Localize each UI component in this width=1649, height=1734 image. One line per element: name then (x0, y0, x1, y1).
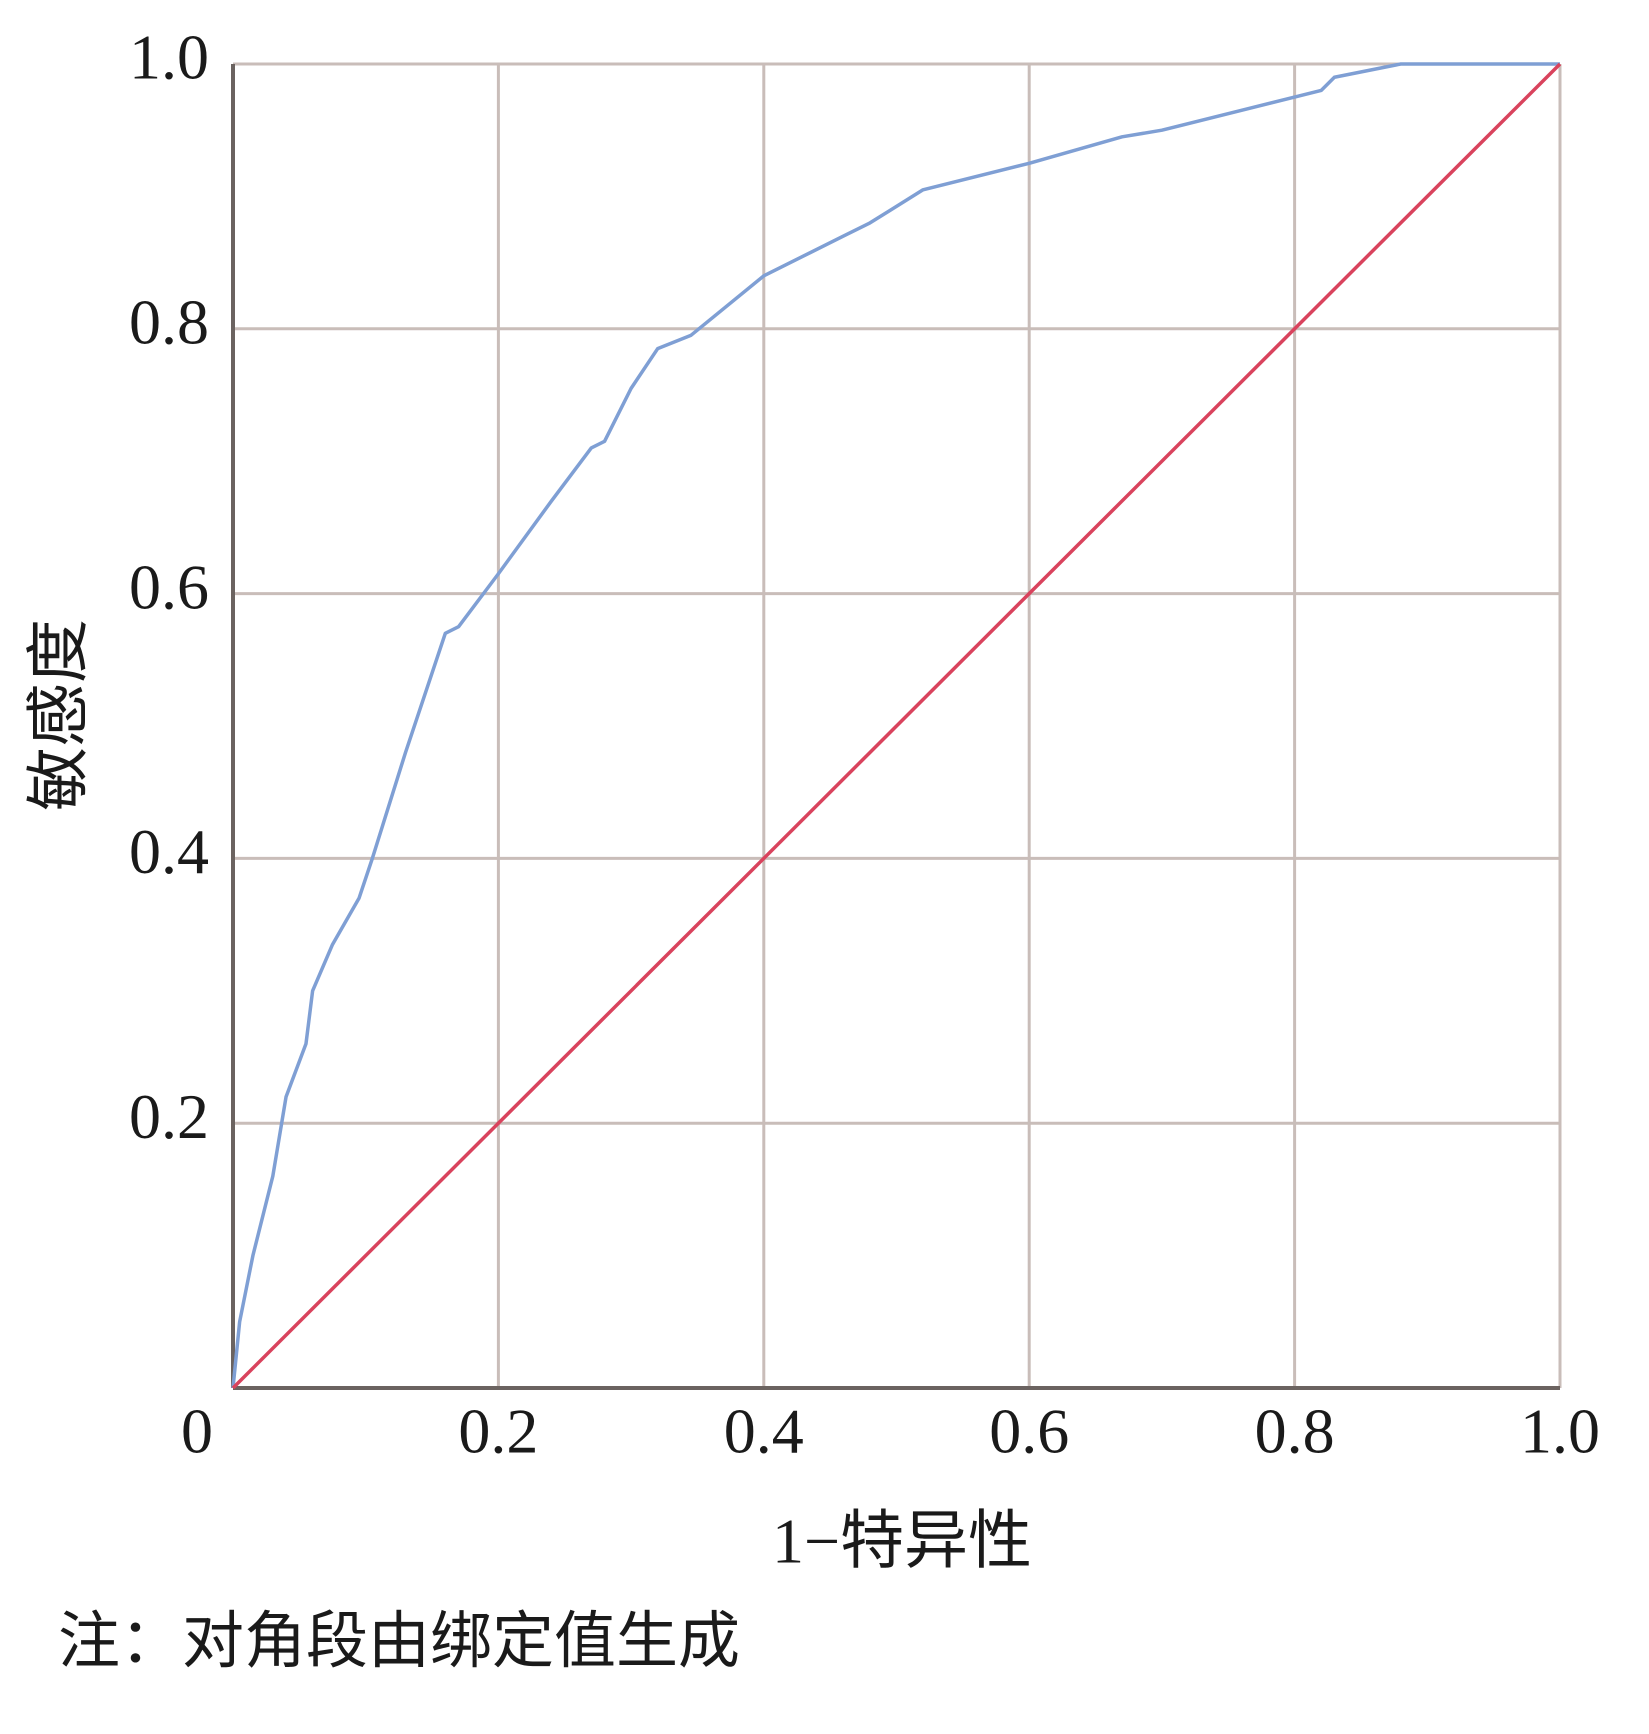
note: 注：对角段由绑定值生成 (58, 1608, 740, 1676)
y-axis-label: 敏感度 (24, 619, 95, 811)
series-line (231, 62, 1560, 1389)
x-axis-label: 1−特异性 (772, 1506, 1032, 1577)
y-tick-label: 0.4 (129, 816, 209, 887)
x-tick-label: 0.4 (724, 1396, 804, 1467)
x-tick-label: 0 (181, 1396, 213, 1467)
y-tick-label: 1.0 (129, 22, 209, 93)
y-tick-label: 0.2 (129, 1081, 209, 1152)
x-tick-label: 0.2 (458, 1396, 538, 1467)
x-tick-label: 0.6 (989, 1396, 1069, 1467)
series-line (231, 62, 1562, 1390)
y-tick-label: 0.8 (129, 286, 209, 357)
x-tick-label: 0.8 (1255, 1396, 1335, 1467)
x-tick-label: 1.0 (1520, 1396, 1600, 1467)
y-tick-label: 0.6 (129, 551, 209, 622)
